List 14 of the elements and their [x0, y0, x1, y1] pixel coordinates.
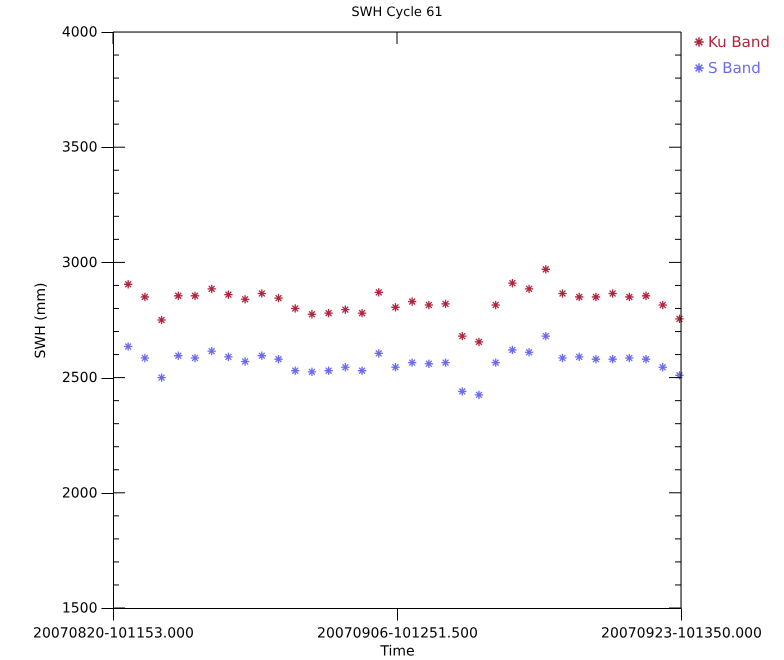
x-tick-label: 20070906-101251.500: [317, 626, 478, 642]
y-tick-label: 3000: [62, 254, 98, 271]
x-axis-title: Time: [379, 644, 415, 660]
x-tick-label: 20070923-101350.000: [601, 626, 762, 642]
y-tick-label: 2500: [62, 370, 98, 386]
legend-label: Ku Band: [708, 33, 770, 51]
y-tick-label: 1500: [62, 600, 98, 616]
y-tick-label: 4000: [62, 24, 98, 40]
legend-label: S Band: [708, 59, 761, 77]
y-tick-label: 2000: [62, 485, 98, 502]
y-tick-label: 3500: [62, 140, 98, 156]
x-tick-label: 20070820-101153.000: [33, 626, 194, 642]
y-axis-title: SWH (mm): [32, 282, 49, 358]
chart-title: SWH Cycle 61: [351, 5, 443, 20]
